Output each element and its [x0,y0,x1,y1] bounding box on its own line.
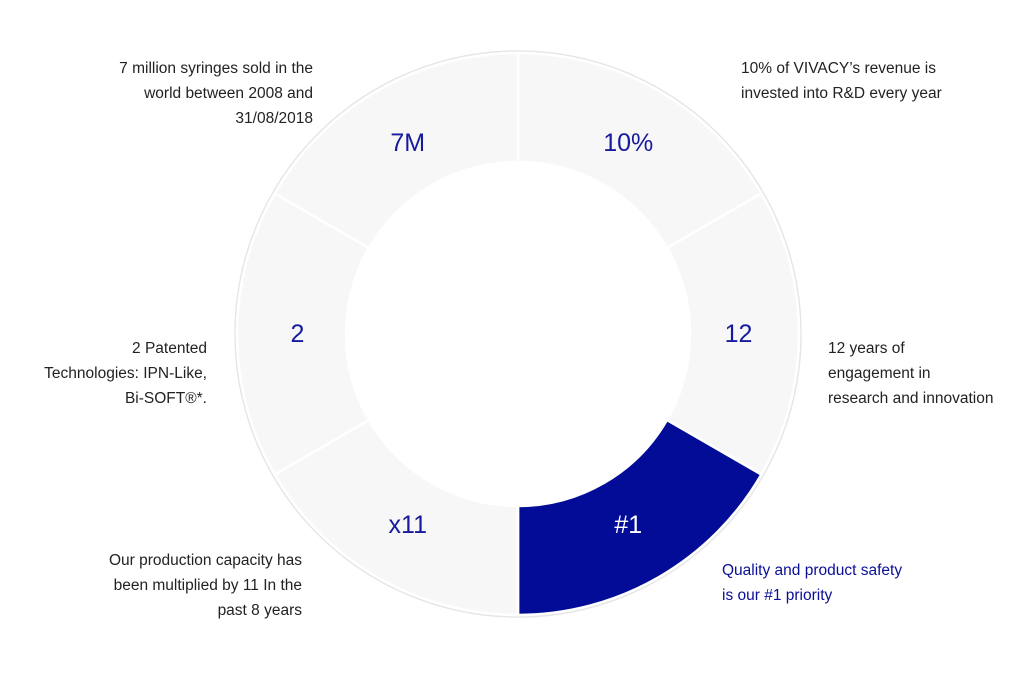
caption-line: invested into R&D every year [741,85,942,102]
caption-years-engagement: 12 years of engagement in research and i… [828,336,993,411]
caption-line: Bi-SOFT®*. [124,390,207,407]
caption-line: 10% of VIVACY’s revenue is [741,60,936,77]
segment-value-syringes-sold: 7M [390,129,425,157]
caption-line: 7 million syringes sold in the [119,60,313,77]
caption-line: 2 Patented [132,340,207,357]
ring-values: 10% 12 #1 x11 2 7M [291,129,753,539]
ring-segments [235,51,801,617]
segment-value-quality-priority: #1 [614,511,642,539]
ring-segment-syringes-sold [272,51,520,250]
segment-value-years-engagement: 12 [725,320,753,348]
ring-segment-rd-investment [516,51,764,250]
ring-segment-production-capacity [272,418,520,617]
caption-syringes-sold: 7 million syringes sold in the world bet… [119,56,313,131]
caption-line: engagement in [828,365,931,382]
segment-value-production-capacity: x11 [389,511,427,539]
caption-line: Technologies: IPN-Like, [44,365,207,382]
caption-line: world between 2008 and [144,85,313,102]
caption-line: past 8 years [217,602,302,619]
caption-production-capacity: Our production capacity has been multipl… [109,548,302,623]
caption-line: research and innovation [828,390,994,407]
caption-line: Our production capacity has [109,552,302,569]
caption-line: 12 years of [828,340,905,357]
caption-patented-technologies: 2 Patented Technologies: IPN-Like, Bi-SO… [44,336,207,411]
segment-value-rd-investment: 10% [603,129,653,157]
ring-segment-quality-priority [516,418,764,617]
caption-line: been multiplied by 11 In the [113,577,302,594]
ring-segment-patented-technologies [235,191,371,477]
segment-value-patented-technologies: 2 [291,320,305,348]
caption-quality-priority: Quality and product safety is our #1 pri… [722,558,902,608]
caption-line: Quality and product safety [722,562,903,579]
caption-line: is our #1 priority [722,587,833,604]
caption-line: 31/08/2018 [235,110,313,127]
ring-outline [234,50,802,618]
caption-rd-investment: 10% of VIVACY’s revenue is invested into… [741,56,942,106]
ring-segment-years-engagement [665,191,801,477]
